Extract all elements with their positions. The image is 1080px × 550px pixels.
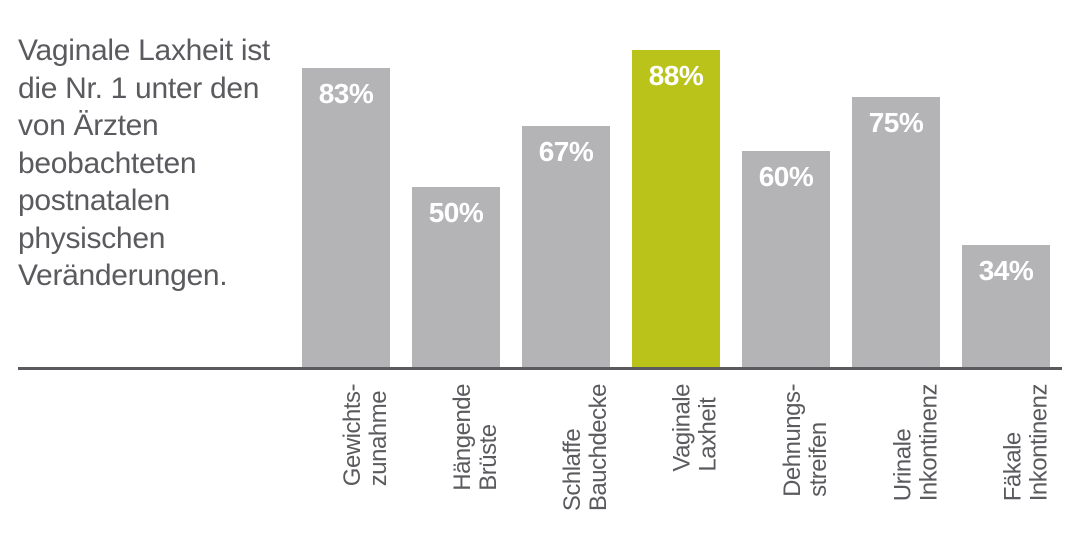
- axis-label-line2: zunahme: [366, 384, 392, 486]
- axis-label-line2: Inkontinenz: [916, 384, 942, 501]
- axis-label-line1: Hängende: [450, 384, 476, 491]
- axis-label-line1: Fäkale: [1000, 384, 1026, 501]
- chart-labels-spacer: [18, 384, 302, 540]
- chart-bars: 83% 50% 67% 88% 60% 75% 34%: [298, 10, 1062, 367]
- chart-labels: Gewichts-zunahme HängendeBrüste SchlaffeBa…: [302, 384, 1062, 540]
- bar-value-label: 60%: [742, 161, 830, 193]
- chart-top-row: Vaginale Laxheit ist die Nr. 1 unter den…: [18, 10, 1062, 370]
- axis-label-cell: VaginaleLaxheit: [632, 384, 720, 540]
- bar-value-label: 50%: [412, 197, 500, 229]
- bar: 50%: [412, 187, 500, 367]
- bar: 88%: [632, 50, 720, 367]
- axis-label: UrinaleInkontinenz: [890, 384, 943, 501]
- axis-label-line1: Schlaffe: [560, 384, 586, 511]
- bar: 34%: [962, 245, 1050, 367]
- bar-value-label: 34%: [962, 255, 1050, 287]
- axis-label-line1: Dehnungs-: [780, 384, 806, 497]
- axis-label: HängendeBrüste: [450, 384, 503, 491]
- axis-label-cell: Gewichts-zunahme: [302, 384, 390, 540]
- bar: 67%: [522, 126, 610, 367]
- bar-value-label: 83%: [302, 78, 390, 110]
- axis-label-line2: streifen: [806, 384, 832, 497]
- axis-label: SchlaffeBauchdecke: [560, 384, 613, 511]
- axis-label-line2: Laxheit: [696, 384, 722, 472]
- bar-value-label: 88%: [632, 60, 720, 92]
- bar: 60%: [742, 151, 830, 367]
- axis-label-cell: Dehnungs-streifen: [742, 384, 830, 540]
- bar: 75%: [852, 97, 940, 367]
- axis-label-line1: Gewichts-: [340, 384, 366, 486]
- axis-label-cell: SchlaffeBauchdecke: [522, 384, 610, 540]
- axis-label-line1: Vaginale: [670, 384, 696, 472]
- chart-title: Vaginale Laxheit ist die Nr. 1 unter den…: [18, 32, 278, 295]
- axis-label: VaginaleLaxheit: [670, 384, 723, 472]
- bar: 83%: [302, 68, 390, 367]
- axis-label: Gewichts-zunahme: [340, 384, 393, 486]
- axis-label: FäkaleInkontinenz: [1000, 384, 1053, 501]
- chart-labels-row: Gewichts-zunahme HängendeBrüste SchlaffeBa…: [18, 370, 1062, 540]
- axis-label-line2: Inkontinenz: [1026, 384, 1052, 501]
- chart-title-box: Vaginale Laxheit ist die Nr. 1 unter den…: [18, 10, 298, 367]
- bar-value-label: 75%: [852, 107, 940, 139]
- axis-label-line2: Brüste: [476, 384, 502, 491]
- axis-label-line2: Bauchdecke: [586, 384, 612, 511]
- bar-value-label: 67%: [522, 136, 610, 168]
- axis-label: Dehnungs-streifen: [780, 384, 833, 497]
- axis-label-line1: Urinale: [890, 384, 916, 501]
- axis-label-cell: HängendeBrüste: [412, 384, 500, 540]
- axis-label-cell: FäkaleInkontinenz: [962, 384, 1050, 540]
- chart-container: Vaginale Laxheit ist die Nr. 1 unter den…: [0, 0, 1080, 550]
- axis-label-cell: UrinaleInkontinenz: [852, 384, 940, 540]
